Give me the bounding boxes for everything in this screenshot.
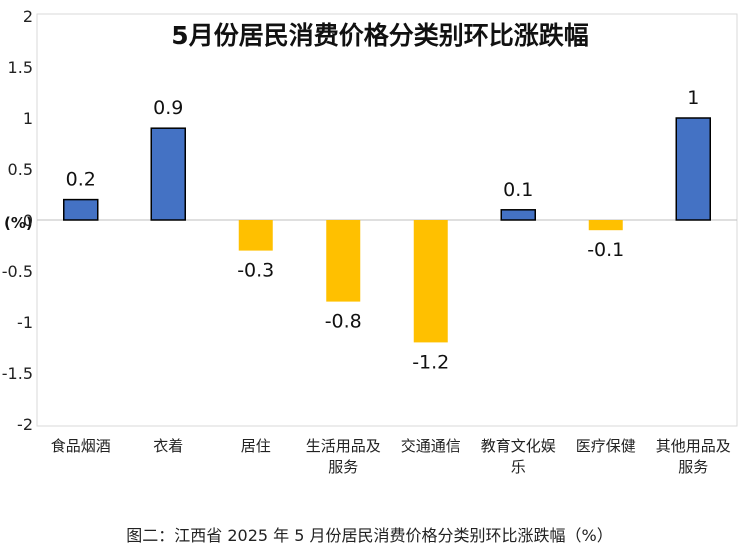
bar xyxy=(588,220,623,231)
data-label: -0.8 xyxy=(325,311,362,333)
y-tick-label: 1 xyxy=(23,109,33,128)
y-tick-label: -0.5 xyxy=(2,262,33,281)
data-label: -0.3 xyxy=(237,260,274,282)
y-tick-label: -1.5 xyxy=(2,364,33,383)
y-tick-label: 2 xyxy=(23,7,33,26)
figure-caption: 图二：江西省 2025 年 5 月份居民消费价格分类别环比涨跌幅（%） xyxy=(126,526,613,545)
chart-title: 5月份居民消费价格分类别环比涨跌幅 xyxy=(171,21,588,50)
x-tick-label: 衣着 xyxy=(153,437,183,455)
y-tick-label: -2 xyxy=(17,415,33,434)
x-tick-label: 教育文化娱 xyxy=(481,437,556,455)
y-axis-label: (%) xyxy=(4,214,33,232)
bar-chart: 5月份居民消费价格分类别环比涨跌幅 (%) 2 1.5 1 0.5 0 -0.5 -1 -1.… xyxy=(2,7,738,476)
bar xyxy=(238,220,273,251)
x-tick-label: 交通通信 xyxy=(401,437,461,455)
x-tick-label: 医疗保健 xyxy=(576,437,636,455)
x-tick-label: 其他用品及 xyxy=(656,437,731,455)
y-tick-label: 0 xyxy=(23,211,33,230)
data-label: 0.1 xyxy=(503,179,533,201)
x-tick-label: 食品烟酒 xyxy=(51,437,111,455)
bar xyxy=(500,209,536,221)
bar xyxy=(413,220,448,343)
x-tick-label: 服务 xyxy=(678,458,708,476)
bar xyxy=(63,198,99,221)
x-tick-label: 居住 xyxy=(241,437,271,455)
bar xyxy=(326,220,361,302)
bar xyxy=(150,127,186,221)
y-tick-label: 1.5 xyxy=(8,58,33,77)
data-label: -1.2 xyxy=(412,351,449,373)
bar xyxy=(675,117,711,221)
y-tick-label: -1 xyxy=(17,313,33,332)
x-tick-label: 生活用品及 xyxy=(306,437,381,455)
data-label: 0.2 xyxy=(66,169,96,191)
data-label: 0.9 xyxy=(153,97,183,119)
bars-group: 0.2 0.9 -0.3 -0.8 -1.2 0.1 -0.1 1 xyxy=(63,87,711,373)
x-tick-label: 乐 xyxy=(511,458,526,476)
x-tick-label: 服务 xyxy=(328,458,358,476)
data-label: -0.1 xyxy=(587,239,624,261)
data-label: 1 xyxy=(687,87,699,109)
y-tick-label: 0.5 xyxy=(8,160,33,179)
y-axis: 2 1.5 1 0.5 0 -0.5 -1 -1.5 -2 xyxy=(2,7,33,434)
